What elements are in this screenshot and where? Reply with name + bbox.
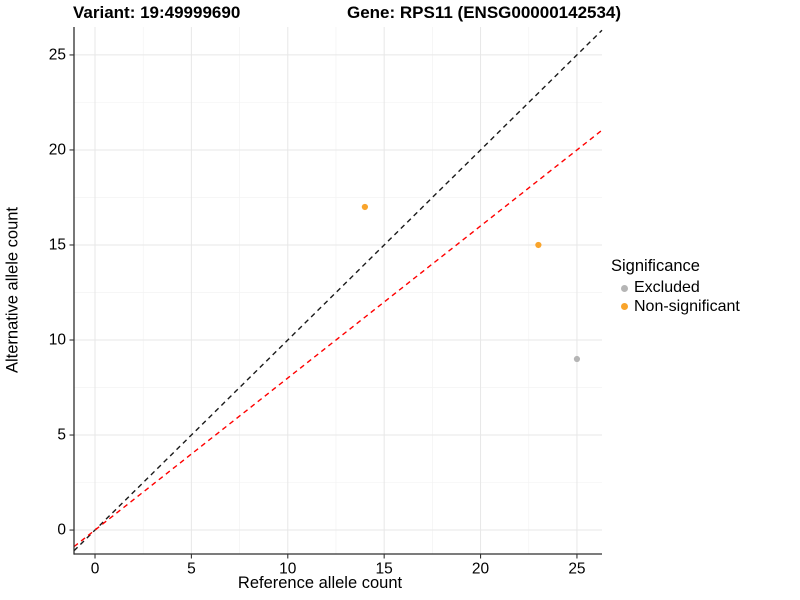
legend-title: Significance: [611, 257, 700, 275]
excluded-dot-icon: [621, 284, 628, 292]
x-tick-label: 20: [472, 560, 490, 577]
y-tick-label: 5: [57, 427, 66, 444]
legend-label-non-significant: Non-significant: [634, 297, 740, 315]
y-tick-label: 25: [49, 46, 66, 63]
significance-legend: Significance Excluded Non-significant: [611, 257, 740, 316]
legend-item-excluded: Excluded: [611, 279, 740, 298]
variant-title: Variant: 19:49999690: [73, 3, 241, 22]
x-tick-label: 15: [376, 560, 393, 577]
x-tick-label: 0: [91, 560, 100, 577]
ratio-line: [73, 129, 603, 548]
gene-title: Gene: RPS11 (ENSG00000142534): [347, 3, 622, 22]
x-axis-title: Reference allele count: [237, 574, 403, 592]
x-tick-label: 5: [187, 560, 196, 577]
data-point-excluded: [573, 355, 581, 363]
data-point-non-significant: [361, 203, 368, 211]
y-tick-label: 10: [49, 332, 67, 349]
legend-label-excluded: Excluded: [634, 279, 700, 297]
y-tick-label: 15: [49, 236, 66, 253]
non-significant-dot-icon: [621, 303, 628, 311]
data-point-non-significant: [535, 241, 542, 249]
x-tick-label: 25: [568, 560, 585, 577]
legend-item-non-significant: Non-significant: [611, 298, 740, 317]
identity-line: [73, 29, 603, 552]
y-tick-label: 20: [49, 141, 67, 158]
y-tick-label: 0: [57, 522, 66, 539]
x-tick-label: 10: [279, 560, 297, 577]
